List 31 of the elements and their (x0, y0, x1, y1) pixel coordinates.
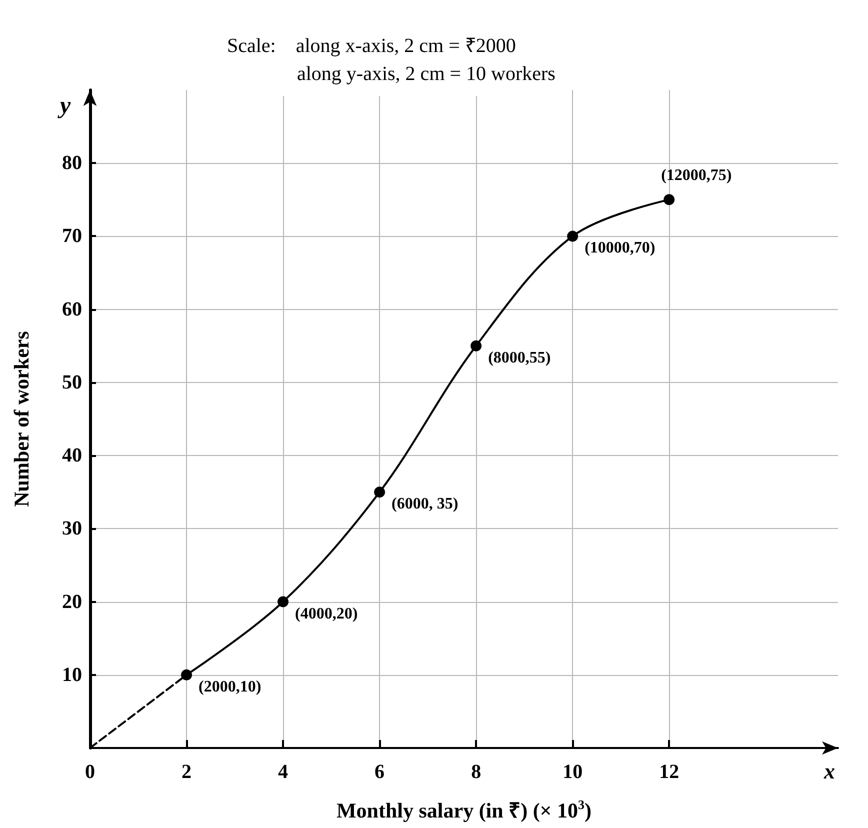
y-tick-label: 20 (62, 590, 82, 613)
annotation: (12000,75) (661, 167, 732, 184)
y-tick-label: 60 (62, 298, 82, 320)
point (567, 230, 578, 242)
annotation: (2000,10) (198, 678, 262, 696)
y-tick-label: 80 (62, 152, 82, 174)
y-tick-label: 10 (62, 664, 82, 686)
x-tick-label: 6 (374, 761, 385, 783)
annotation: (10000,70) (584, 240, 656, 257)
text: y (57, 93, 71, 119)
annotation: (4000,20) (295, 605, 358, 622)
annotation: (8000,55) (488, 349, 551, 366)
text: x (823, 758, 835, 784)
x-tick-label: 12 (659, 761, 680, 783)
point (181, 669, 192, 680)
y-tick-label: 70 (62, 225, 82, 248)
y-tick-label: 50 (62, 371, 82, 394)
x-tick-label: 8 (471, 761, 482, 783)
point (470, 340, 482, 352)
point (278, 596, 289, 608)
point (664, 194, 675, 206)
y-axis-title: Number of workers (10, 331, 34, 507)
point (374, 486, 386, 498)
x-tick-label: 0 (85, 761, 95, 783)
annotation: (6000, 35) (392, 496, 458, 513)
x-tick-label: 4 (278, 761, 288, 783)
x-tick-label: 10 (562, 761, 583, 783)
text: Scale: along x-axis, 2 cm = ₹2000 along y-axis, 2 cm = 10 workers (227, 35, 556, 85)
y-tick-label: 40 (62, 444, 82, 467)
x-tick-label: 2 (182, 761, 192, 783)
y-tick-label: 30 (62, 518, 82, 540)
